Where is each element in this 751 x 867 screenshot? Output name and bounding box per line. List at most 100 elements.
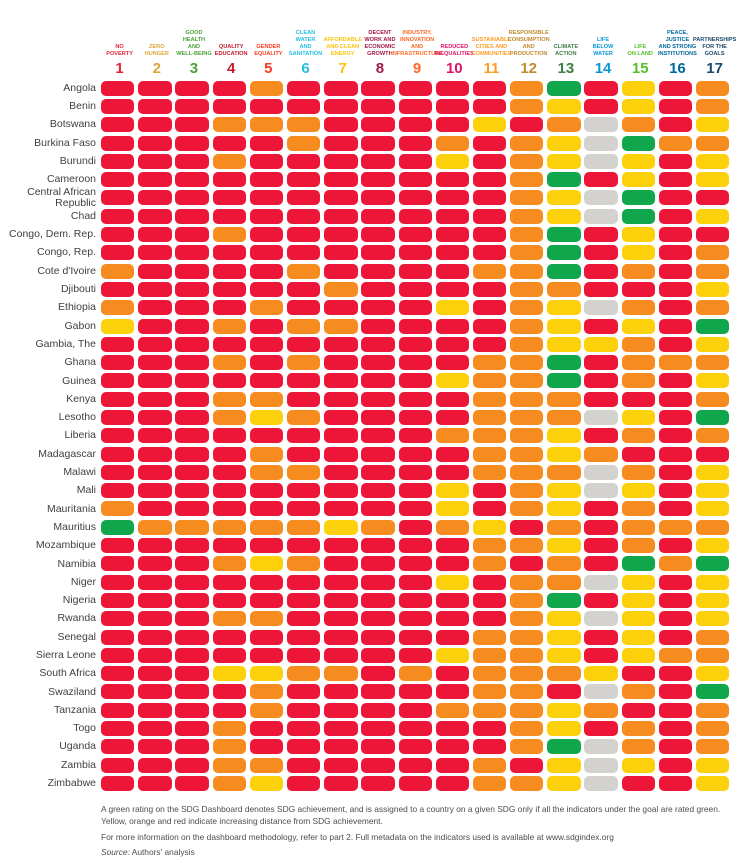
rating-cell-goal-8 — [361, 336, 395, 352]
cell-slot — [175, 592, 212, 608]
cell-slot — [547, 190, 584, 206]
goal-column-header-16: PEACE, JUSTICE AND STRONG INSTITUTIONS 16 — [658, 30, 697, 78]
rating-cell-goal-13 — [547, 117, 581, 133]
rating-cell-goal-5 — [249, 684, 284, 700]
rating-cell-goal-12 — [510, 721, 544, 737]
cell-slot — [696, 153, 733, 169]
country-row: Mali — [0, 482, 751, 500]
rating-cell-goal-3 — [175, 556, 209, 572]
cell-slot — [472, 318, 510, 334]
country-label: Central African Republic — [27, 186, 96, 209]
cell-slot — [472, 117, 510, 133]
cell-slot — [398, 409, 436, 425]
rating-cell-goal-9 — [398, 501, 432, 517]
cell-slot — [472, 409, 510, 425]
rating-cell-goal-17 — [696, 409, 730, 425]
cell-slot — [324, 775, 361, 791]
rating-cell-goal-3 — [175, 190, 209, 206]
rating-cell-goal-3 — [175, 336, 209, 352]
cell-slot — [621, 702, 659, 718]
rating-cell-goal-12 — [510, 263, 544, 279]
rating-cell-goal-7 — [324, 373, 358, 389]
rating-cell-goal-12 — [510, 428, 544, 444]
cell-slot — [212, 245, 250, 261]
cell-slot — [361, 647, 398, 663]
cell-slot — [175, 428, 212, 444]
rating-cell-goal-11 — [472, 775, 507, 791]
rating-cell-goal-1 — [101, 684, 135, 700]
cell-slot — [547, 318, 584, 334]
country-row: Togo — [0, 719, 751, 737]
cell-slot — [510, 428, 547, 444]
rating-cell-goal-1 — [101, 80, 135, 96]
cell-slot — [101, 373, 138, 389]
rating-cell-goal-16 — [658, 391, 693, 407]
cell-slot — [175, 538, 212, 554]
cell-slot — [584, 666, 621, 682]
rating-cell-goal-9 — [398, 519, 432, 535]
cell-slot — [398, 428, 436, 444]
rating-cell-goal-2 — [138, 172, 172, 188]
cell-slot — [138, 592, 175, 608]
rating-cell-goal-12 — [510, 245, 544, 261]
rating-cell-goal-3 — [175, 263, 209, 279]
cell-slot — [324, 300, 361, 316]
goal-name-label: CLIMATE ACTION — [553, 44, 579, 58]
rating-cell-goal-16 — [658, 428, 693, 444]
goal-name-label: LIFE BELOW WATER — [592, 37, 614, 58]
rating-cell-goal-12 — [510, 483, 544, 499]
country-row: Kenya — [0, 390, 751, 408]
goal-number: 11 — [483, 60, 500, 77]
cell-slot — [286, 227, 324, 243]
rating-cell-goal-3 — [175, 538, 209, 554]
rating-cell-goal-1 — [101, 263, 135, 279]
rating-cell-goal-16 — [658, 757, 693, 773]
rating-cell-goal-1 — [101, 336, 135, 352]
goal-number: 8 — [375, 60, 385, 77]
cell-slot — [249, 245, 287, 261]
rating-cell-goal-9 — [398, 318, 432, 334]
country-row: South Africa — [0, 665, 751, 683]
rating-cell-goal-4 — [212, 629, 246, 645]
cell-slot — [101, 592, 138, 608]
cell-slot — [286, 190, 324, 206]
cell-slot — [696, 739, 733, 755]
cell-slot — [138, 117, 175, 133]
goal-name-label: GENDER EQUALITY — [254, 44, 283, 58]
rating-cell-goal-17 — [696, 757, 730, 773]
rating-cell-goal-2 — [138, 428, 172, 444]
country-label: Ethiopia — [58, 301, 96, 314]
rating-cell-goal-4 — [212, 464, 246, 480]
cell-slot — [361, 227, 398, 243]
cell-slot — [621, 739, 659, 755]
cell-slot — [435, 574, 473, 590]
rating-cell-goal-5 — [249, 172, 284, 188]
cell-slot — [472, 336, 510, 352]
rating-cell-goal-7 — [324, 519, 358, 535]
cell-slot — [510, 574, 547, 590]
rating-cell-goal-15 — [621, 190, 656, 206]
country-label: Senegal — [57, 630, 96, 643]
rating-cell-goal-10 — [435, 80, 470, 96]
cell-slot — [696, 464, 733, 480]
rating-cell-goal-17 — [696, 647, 730, 663]
rating-cell-goal-6 — [286, 501, 321, 517]
cell-slot — [696, 483, 733, 499]
rating-cell-goal-16 — [658, 647, 693, 663]
rating-cell-goal-4 — [212, 355, 246, 371]
rating-cell-goal-10 — [435, 501, 470, 517]
cell-slot — [101, 519, 138, 535]
rating-cell-goal-4 — [212, 446, 246, 462]
rating-cell-goal-14 — [584, 300, 618, 316]
rating-cell-goal-7 — [324, 501, 358, 517]
cell-slot — [584, 739, 621, 755]
cell-slot — [138, 245, 175, 261]
cell-slot — [547, 501, 584, 517]
rating-cell-goal-13 — [547, 318, 581, 334]
rating-cell-goal-3 — [175, 208, 209, 224]
rating-cell-goal-10 — [435, 391, 470, 407]
rating-cell-goal-15 — [621, 153, 656, 169]
cell-slot — [621, 80, 659, 96]
rating-cell-goal-6 — [286, 684, 321, 700]
cell-slot — [696, 574, 733, 590]
